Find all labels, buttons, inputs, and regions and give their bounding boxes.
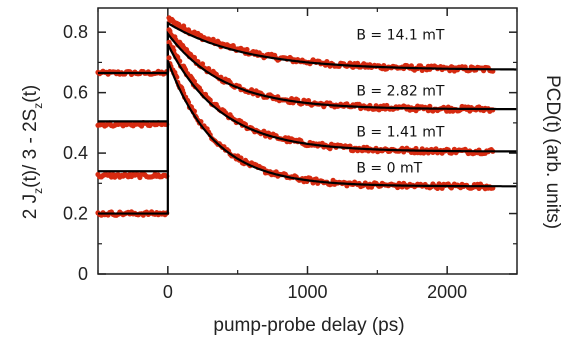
data-point [166, 55, 172, 61]
series-label: B = 2.82 mT [356, 84, 444, 100]
axis-ticks: 0 1000 2000 0 0.2 0.4 0.6 0.8 [63, 8, 518, 302]
series-1 [95, 27, 517, 129]
series-label: B = 14.1 mT [356, 28, 444, 44]
series-3 [95, 55, 517, 218]
series-2 [95, 39, 517, 181]
y-tick-label: 0.8 [63, 22, 88, 42]
fit-curve [98, 21, 517, 75]
data-point [199, 61, 206, 67]
y-axis-label-right: PCD(t) (arb. units) [542, 75, 563, 229]
fit-curve [98, 30, 517, 123]
series-label: B = 1.41 mT [356, 124, 444, 140]
data-series-layer [95, 15, 517, 218]
fit-curve [98, 43, 517, 173]
x-tick-label: 0 [163, 282, 173, 302]
data-point [244, 46, 250, 53]
data-point [191, 78, 197, 85]
series-annotations: B = 14.1 mT B = 2.82 mT B = 1.41 mT B = 0 m… [356, 28, 444, 177]
x-tick-label: 1000 [287, 282, 327, 302]
y-axis-label-left: 2 Jz(t)/ 3 - 2Sz(t) [20, 85, 45, 219]
y-tick-label: 0 [78, 264, 88, 284]
series-label: B = 0 mT [356, 161, 422, 177]
y-tick-label: 0.4 [63, 143, 88, 163]
fit-curve [98, 60, 517, 215]
plot-frame [97, 7, 518, 275]
data-point [210, 36, 216, 42]
x-axis-label: pump-probe delay (ps) [213, 315, 404, 336]
y-tick-label: 0.6 [63, 83, 88, 103]
y-tick-label: 0.2 [63, 204, 88, 224]
x-tick-label: 2000 [427, 282, 467, 302]
series-0 [95, 15, 517, 77]
